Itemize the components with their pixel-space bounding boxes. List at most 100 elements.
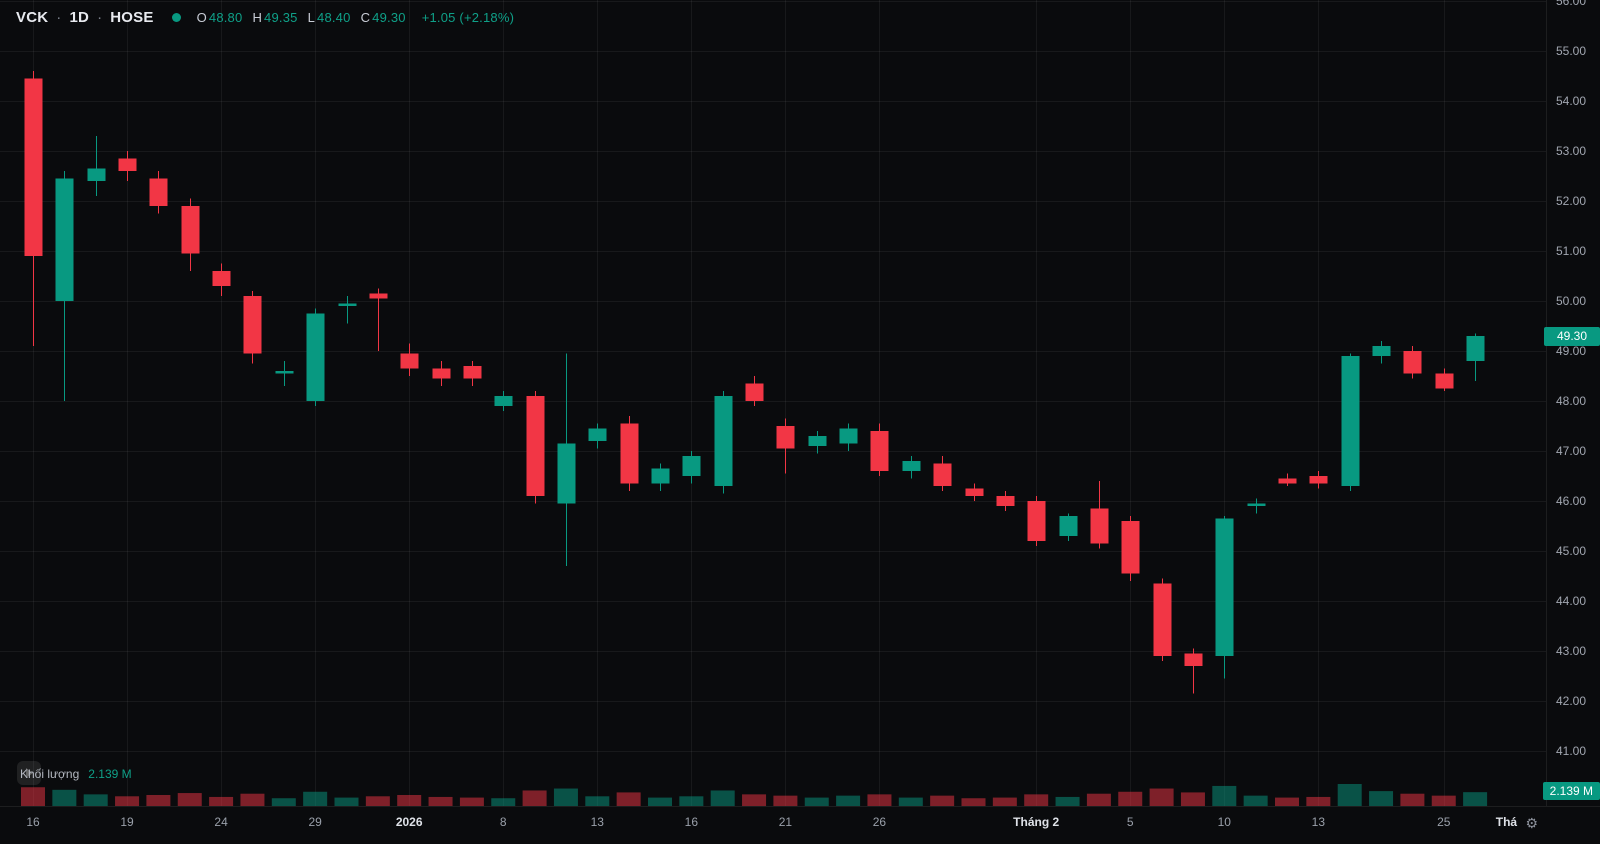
market-status-dot[interactable] [171,13,181,22]
candle-body [965,488,984,496]
volume-bar [1212,785,1237,806]
volume-bar [303,791,328,806]
candle-body [24,78,43,256]
volume-bar [459,797,484,806]
chart-canvas[interactable] [0,0,1546,806]
volume-bar [898,797,923,806]
candle-body [745,383,764,401]
tradingview-logo[interactable] [17,761,41,785]
candle-body [1121,521,1140,574]
candle-body [306,313,325,401]
change-readout: +1.05 (+2.18%) [421,10,515,25]
candle-body [400,353,419,369]
volume-bar [1024,794,1049,806]
candle-body [557,443,576,504]
candle-body [1435,373,1454,389]
symbol-legend: VCK · 1D · HOSE O 48.80 H 49.35 L 48.40 C 49… [16,9,514,26]
candle-body [149,178,168,206]
price-axis-label: 55.00 [1556,44,1587,58]
open-readout: O 48.80 [196,10,243,25]
price-axis-label: 48.00 [1556,394,1587,408]
volume-value: 2.139 M [88,767,132,781]
volume-label: Khối lượng [20,767,80,781]
low-readout: L 48.40 [307,10,351,25]
volume-bar [1337,784,1362,806]
candle-body [338,303,357,306]
candle-body [1278,478,1297,484]
price-axis-label: 45.00 [1556,544,1587,558]
volume-bar [773,795,798,806]
volume-bar [115,796,140,806]
volume-bar [1400,793,1425,806]
volume-bar [83,794,108,806]
exchange-name[interactable]: HOSE [110,9,154,26]
volume-bar [1055,796,1080,806]
volume-bar [177,793,202,806]
volume-bar [930,795,955,806]
candle-body [1090,508,1109,544]
separator: · [97,9,103,26]
time-axis-label: 2026 [395,815,423,829]
candle-body [682,456,701,476]
time-axis-label: 8 [499,815,507,829]
time-axis-label: Thá [1495,815,1518,829]
volume-bar [209,796,234,806]
price-axis[interactable]: 56.00 55.00 54.00 53.00 52.00 51.00 50.00 49.00… [1546,0,1600,806]
volume-bar [992,797,1017,806]
candle-body [1215,518,1234,656]
volume-bar [585,796,610,806]
price-axis-label: 41.00 [1556,744,1587,758]
volume-bar [491,798,516,806]
volume-legend[interactable]: Khối lượng 2.139 M [20,767,132,781]
ohlc-readout: O 48.80 H 49.35 L 48.40 C 49.30 +1.05 (+2.18… [197,10,515,25]
price-axis-label: 43.00 [1556,644,1587,658]
candle-body [1153,583,1172,656]
volume-bar [867,794,892,806]
volume-bar [397,795,422,806]
candle-body [55,178,74,301]
last-volume-badge: 2.139 M [1542,782,1600,800]
symbol-name[interactable]: VCK [16,9,49,26]
price-axis-label: 56.00 [1556,0,1587,8]
candle-body [1184,653,1203,666]
candle-body [87,168,106,181]
volume-bar [1086,793,1111,806]
volume-bar [836,795,861,806]
high-readout: H 49.35 [252,10,298,25]
candle-body [870,431,889,471]
separator: · [56,9,62,26]
candle-body [902,461,921,471]
time-axis-label: 21 [778,815,793,829]
volume-bar [710,790,735,806]
price-axis-label: 52.00 [1556,194,1587,208]
volume-bar [804,797,829,806]
candle-body [1341,356,1360,486]
volume-bar [1118,791,1143,806]
volume-bar [1463,792,1488,806]
interval-button[interactable]: 1D [69,9,90,26]
time-axis-label: 10 [1217,815,1231,829]
candle-body [369,293,388,299]
price-axis-label: 46.00 [1556,494,1587,508]
volume-bar [522,790,547,806]
time-axis-label: 5 [1126,815,1134,829]
gear-icon[interactable]: ⚙ [1525,815,1538,831]
candle-body [463,366,482,379]
time-axis-label: 25 [1437,815,1451,829]
candle-body [651,468,670,484]
candle-body [776,426,795,449]
volume-bar [52,789,77,806]
candle-body [1059,516,1078,536]
time-axis-label: 13 [590,815,604,829]
volume-bar [1149,788,1174,806]
candle-body [181,206,200,254]
candle-body [996,496,1015,506]
volume-bar [240,793,265,806]
candle-body [1027,501,1046,541]
time-axis-label: 16 [684,815,699,829]
time-axis[interactable]: ⚙ 16 19 24 29 2026 8 13 16 21 26 Tháng 2 5 10 13 25 Thá [0,806,1600,844]
time-axis-label: 29 [308,815,322,829]
candle-body [1403,351,1422,374]
volume-bar [271,798,296,806]
candle-body [808,436,827,446]
